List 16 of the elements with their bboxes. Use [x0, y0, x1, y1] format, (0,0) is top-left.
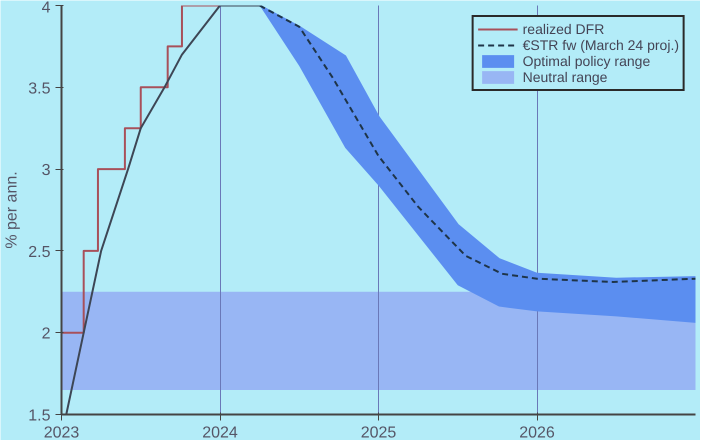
x-tick-label: 2024: [202, 424, 238, 442]
y-tick-label: 3: [42, 162, 51, 180]
y-tick-label: 4: [42, 0, 51, 16]
legend-label: realized DFR: [522, 21, 604, 37]
y-tick-label: 1.5: [28, 408, 51, 424]
y-tick-label: 3.5: [28, 80, 51, 98]
x-tick-label: 2026: [519, 424, 555, 442]
y-axis-title: % per ann.: [3, 171, 20, 249]
legend-label: €STR fw (March 24 proj.): [522, 37, 679, 53]
y-tick-label: 2.5: [28, 244, 51, 261]
x-tick-label: 2025: [360, 424, 396, 442]
y-tick-label: 2: [42, 326, 51, 343]
line-series: [65, 6, 261, 414]
legend-label: Neutral range: [522, 69, 608, 85]
x-tick-label: 2023: [44, 424, 80, 442]
legend-label: Optimal policy range: [522, 53, 650, 69]
